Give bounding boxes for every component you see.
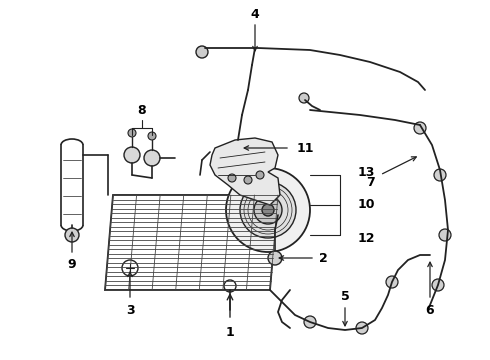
Circle shape <box>262 204 274 216</box>
Circle shape <box>414 122 426 134</box>
Circle shape <box>240 182 296 238</box>
Circle shape <box>196 46 208 58</box>
Text: 13: 13 <box>358 166 375 180</box>
Circle shape <box>144 150 160 166</box>
Text: 5: 5 <box>341 289 349 302</box>
Circle shape <box>432 279 444 291</box>
Circle shape <box>304 316 316 328</box>
Text: 10: 10 <box>358 198 375 211</box>
Text: 3: 3 <box>126 303 134 316</box>
Text: 4: 4 <box>250 8 259 21</box>
Text: 6: 6 <box>426 303 434 316</box>
Circle shape <box>148 132 156 140</box>
Circle shape <box>268 251 282 265</box>
Text: 9: 9 <box>68 258 76 271</box>
Text: 1: 1 <box>225 325 234 338</box>
Text: 7: 7 <box>366 175 374 189</box>
Circle shape <box>254 196 282 224</box>
Circle shape <box>256 171 264 179</box>
Polygon shape <box>210 138 280 205</box>
Circle shape <box>386 276 398 288</box>
Circle shape <box>128 129 136 137</box>
Circle shape <box>244 176 252 184</box>
Circle shape <box>434 169 446 181</box>
Circle shape <box>65 228 79 242</box>
Circle shape <box>228 174 236 182</box>
Circle shape <box>226 168 310 252</box>
Circle shape <box>124 147 140 163</box>
Text: 8: 8 <box>138 104 147 117</box>
Circle shape <box>356 322 368 334</box>
Text: 11: 11 <box>296 141 314 154</box>
Circle shape <box>439 229 451 241</box>
Circle shape <box>299 93 309 103</box>
Text: 12: 12 <box>358 231 375 244</box>
Text: 2: 2 <box>318 252 327 265</box>
